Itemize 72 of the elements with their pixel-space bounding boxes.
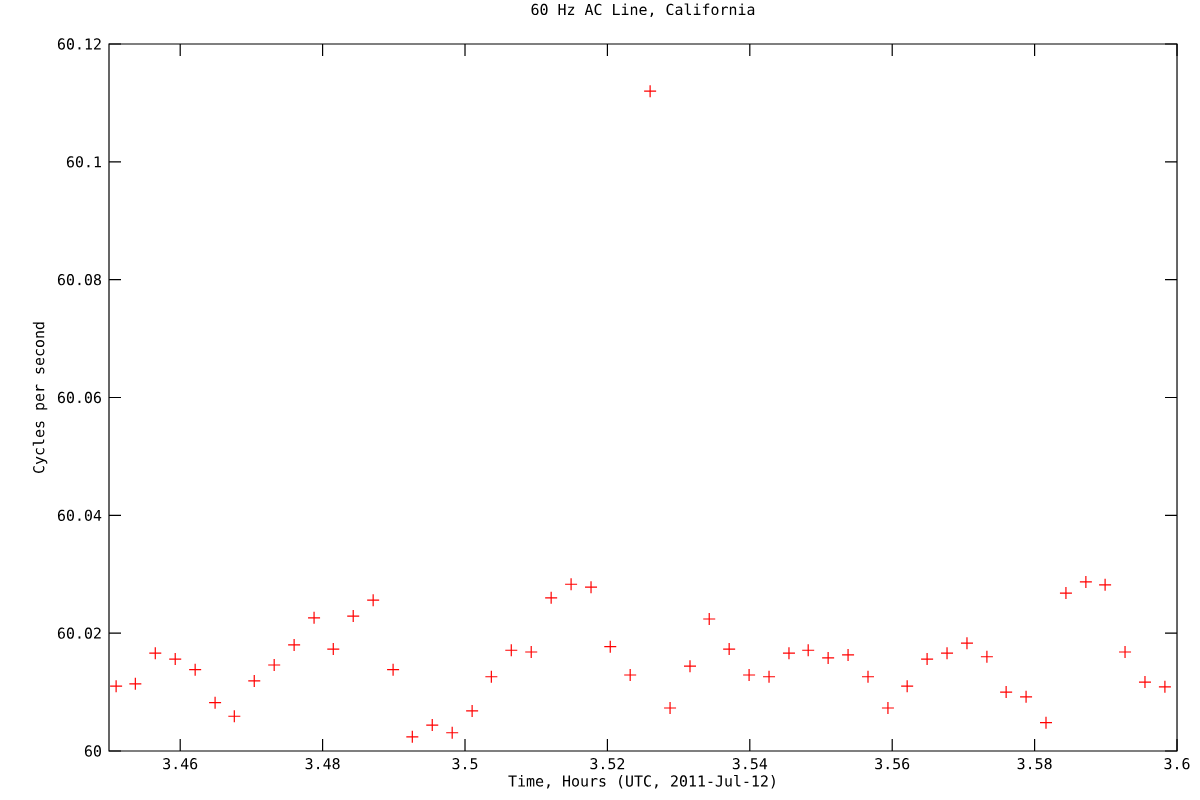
point: [1039, 716, 1053, 730]
point: [841, 648, 855, 662]
y-tick-label: 60.02: [57, 627, 101, 639]
y-tick-label: 60: [84, 745, 101, 757]
x-tick-label: 3.54: [732, 758, 768, 770]
y-tick-label: 60.12: [57, 38, 101, 50]
point: [722, 642, 736, 656]
x-tick-label: 3.58: [1017, 758, 1052, 770]
point: [742, 668, 756, 682]
point: [663, 701, 677, 715]
point: [940, 646, 954, 660]
point: [287, 638, 301, 652]
point: [148, 646, 162, 660]
y-tick-label: 60.04: [57, 509, 102, 521]
point: [128, 677, 142, 691]
point: [366, 593, 380, 607]
y-tick-label: 60.08: [57, 274, 101, 286]
point: [1079, 575, 1093, 589]
point: [405, 730, 419, 744]
x-tick-label: 3.48: [305, 758, 340, 770]
chart-title: 60 Hz AC Line, California: [531, 3, 755, 17]
point: [821, 651, 835, 665]
point: [980, 650, 994, 664]
point: [603, 640, 617, 654]
point: [1098, 578, 1112, 592]
point: [168, 652, 182, 666]
point: [643, 84, 657, 98]
point: [227, 709, 241, 723]
point: [683, 659, 697, 673]
point: [188, 663, 202, 677]
point: [881, 701, 895, 715]
point: [425, 718, 439, 732]
point: [346, 609, 360, 623]
point: [247, 674, 261, 688]
point: [702, 612, 716, 626]
point: [900, 679, 914, 693]
point: [920, 652, 934, 666]
point: [267, 658, 281, 672]
x-tick-label: 3.56: [875, 758, 910, 770]
x-axis-title: Time, Hours (UTC, 2011-Jul-12): [508, 775, 775, 789]
point: [1138, 675, 1152, 689]
x-tick-label: 3.52: [590, 758, 625, 770]
point: [326, 642, 340, 656]
x-tick-label: 3.6: [1164, 758, 1190, 770]
point: [801, 643, 815, 657]
point: [208, 696, 222, 710]
point: [960, 636, 974, 650]
point: [762, 670, 776, 684]
point: [584, 580, 598, 594]
point: [307, 611, 321, 625]
point: [109, 679, 123, 693]
point: [524, 645, 538, 659]
point: [1059, 586, 1073, 600]
y-tick-label: 60.06: [57, 391, 101, 404]
point: [445, 726, 459, 740]
x-tick-label: 3.46: [163, 758, 198, 770]
y-tick-label: 60.1: [66, 156, 101, 168]
point: [861, 670, 875, 684]
x-tick-label: 3.5: [452, 758, 478, 770]
point: [623, 668, 637, 682]
point: [1158, 680, 1172, 694]
point: [386, 663, 400, 677]
point: [782, 646, 796, 660]
point: [1118, 645, 1132, 659]
point: [465, 704, 479, 718]
point: [1019, 690, 1033, 704]
point: [999, 685, 1013, 699]
point: [544, 591, 558, 605]
point: [484, 670, 498, 684]
point: [504, 643, 518, 657]
point: [564, 577, 578, 591]
y-axis-title: Cycles per second: [32, 322, 48, 473]
